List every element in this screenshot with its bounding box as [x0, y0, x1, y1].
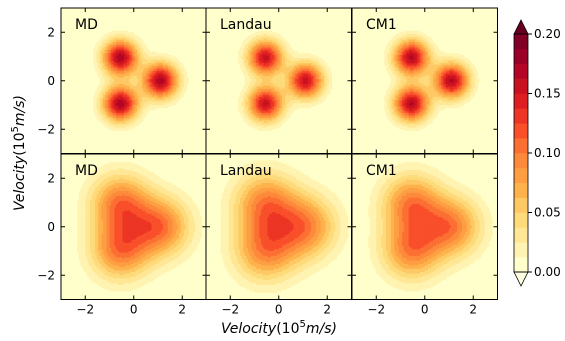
- y-tick-label: 0: [47, 74, 55, 88]
- density-field: [352, 8, 498, 154]
- panel-label: Landau: [220, 163, 272, 179]
- colorbar-band: [514, 34, 528, 50]
- colorbar-tick-label: 0.15: [534, 87, 561, 101]
- density-field: [61, 154, 207, 300]
- colorbar-band: [514, 167, 528, 184]
- colorbar-band: [514, 123, 528, 139]
- y-tick-label: 2: [47, 25, 55, 39]
- x-tick-label: 0: [130, 303, 138, 317]
- density-field: [61, 8, 207, 154]
- colorbar-band: [514, 197, 528, 213]
- panel-bottom-left: MD −2 0 2 −2 0 2: [37, 153, 207, 317]
- colorbar-tick-label: 0.05: [534, 206, 561, 220]
- x-tick-label: −2: [221, 303, 239, 317]
- colorbar-band: [514, 212, 528, 228]
- y-tick-label: −2: [37, 268, 55, 282]
- density-field: [206, 8, 352, 154]
- panel-label: Landau: [220, 17, 272, 33]
- x-tick-label: 2: [469, 303, 477, 317]
- x-tick-label: 0: [421, 303, 429, 317]
- colorbar-band: [514, 48, 528, 65]
- colorbar-band: [514, 93, 528, 109]
- panel-top-left: MD −2 0 2: [37, 7, 207, 154]
- panel-top-right: CM1: [351, 7, 498, 154]
- x-tick-label: 2: [323, 303, 331, 317]
- y-tick-label: 0: [47, 220, 55, 234]
- panel-bottom-middle: Landau −2 0 2: [205, 153, 352, 317]
- panel-label: CM1: [366, 163, 397, 179]
- panel-label: MD: [75, 163, 98, 179]
- x-tick-label: 2: [178, 303, 186, 317]
- panels-group: MD −2 0 2 Landau CM1 MD −2 0 2 −2 0 2 Landau −2 0 2 CM1 −2…: [37, 7, 498, 317]
- colorbar-band: [514, 108, 528, 124]
- colorbar-band: [514, 242, 528, 258]
- density-field: [352, 154, 498, 300]
- panel-label: CM1: [366, 17, 397, 33]
- x-tick-label: −2: [367, 303, 385, 317]
- colorbar-tick-label: 0.10: [534, 146, 561, 160]
- panel-top-middle: Landau: [205, 7, 352, 154]
- colorbar-extend-bottom: [513, 271, 529, 287]
- x-tick-label: 0: [275, 303, 283, 317]
- colorbar-band: [514, 63, 528, 79]
- colorbar-extend-top: [513, 19, 529, 35]
- panel-label: MD: [75, 17, 98, 33]
- colorbar-band: [514, 138, 528, 154]
- colorbar-tick-label: 0.20: [534, 27, 561, 41]
- colorbar-band: [514, 182, 528, 198]
- x-tick-label: −2: [76, 303, 94, 317]
- x-axis-label: Velocity(105m/s): [221, 319, 337, 337]
- density-field: [206, 154, 352, 300]
- colorbar: 0.00 0.05 0.10 0.15 0.20: [513, 19, 561, 287]
- colorbar-band: [514, 227, 528, 243]
- colorbar-band: [514, 78, 528, 94]
- colorbar-tick-label: 0.00: [534, 265, 561, 279]
- y-tick-label: 2: [47, 171, 55, 185]
- colorbar-band: [514, 257, 528, 273]
- y-axis-label: Velocity(105m/s): [10, 95, 28, 211]
- y-tick-label: −2: [37, 122, 55, 136]
- colorbar-band: [514, 153, 528, 169]
- panel-bottom-right: CM1 −2 0 2: [351, 153, 498, 317]
